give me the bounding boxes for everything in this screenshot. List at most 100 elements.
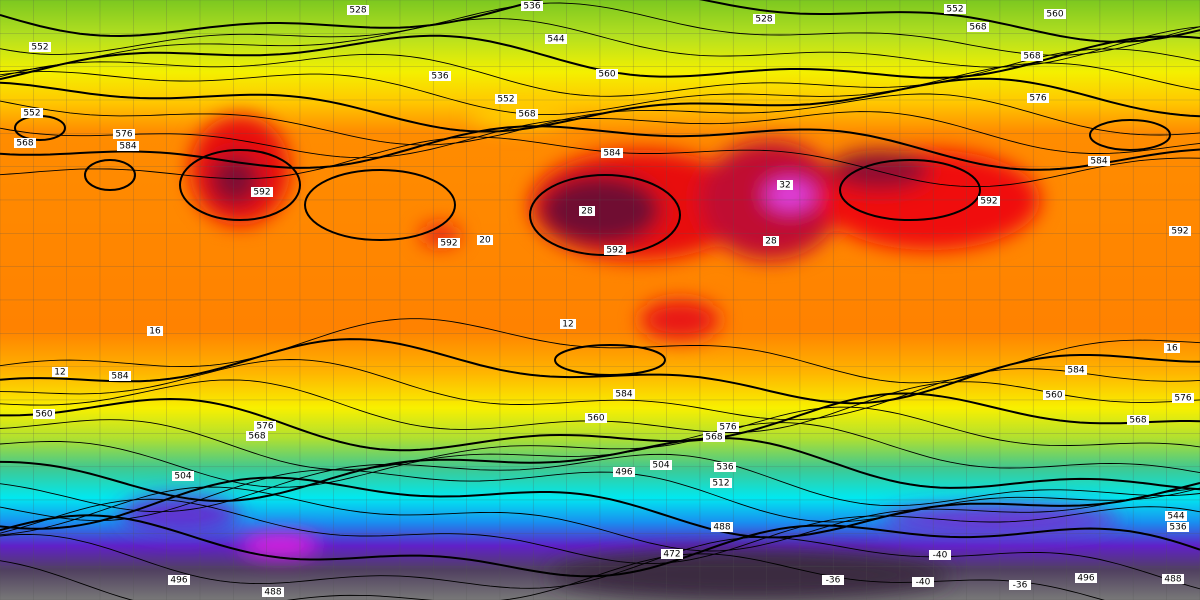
contour-line: [0, 77, 1200, 133]
label-box: [1172, 393, 1194, 403]
contour-line: [0, 93, 1200, 146]
height-label: 568: [1023, 52, 1040, 62]
height-label: 584: [603, 149, 620, 159]
height-label: 576: [1174, 394, 1191, 404]
label-box: [262, 587, 284, 597]
label-box: [438, 238, 460, 248]
height-label: 584: [111, 372, 128, 382]
warm-anomalies: [120, 103, 1120, 600]
label-box: [347, 5, 369, 15]
height-label: 568: [248, 432, 265, 442]
label-box: [604, 245, 626, 255]
height-label: 552: [497, 95, 514, 105]
height-label: 504: [174, 472, 191, 482]
height-label: 592: [606, 246, 623, 256]
closed-contour: [84, 159, 136, 191]
label-box: [703, 432, 725, 442]
height-label: 592: [253, 188, 270, 198]
label-box: [579, 206, 595, 216]
height-label: 552: [23, 109, 40, 119]
label-box: [613, 389, 635, 399]
label-box: [560, 319, 576, 329]
label-box: [1127, 415, 1149, 425]
height-label: 496: [170, 576, 187, 586]
label-box: [1167, 522, 1189, 532]
height-label: 512: [712, 479, 729, 489]
height-label: 592: [440, 239, 457, 249]
height-label: 504: [652, 461, 669, 471]
label-box: [33, 409, 55, 419]
contour-line: [0, 406, 1200, 471]
height-label: 536: [431, 72, 448, 82]
height-label: 552: [31, 43, 48, 53]
height-label: 528: [349, 6, 366, 16]
height-label: 576: [256, 422, 273, 432]
label-box: [1088, 156, 1110, 166]
height-label: 568: [518, 110, 535, 120]
label-box: [52, 367, 68, 377]
contour-line: [0, 111, 1200, 159]
height-label: 576: [719, 423, 736, 433]
label-box: [717, 422, 739, 432]
label-box: [929, 550, 951, 560]
label-box: [601, 148, 623, 158]
label-box: [710, 478, 732, 488]
label-box: [1027, 93, 1049, 103]
label-box: [1009, 580, 1031, 590]
label-box: [661, 549, 683, 559]
label-box: [117, 141, 139, 151]
label-box: [650, 460, 672, 470]
height-label: 560: [587, 414, 604, 424]
label-box: [113, 129, 135, 139]
label-box: [763, 236, 779, 246]
height-label: 536: [716, 463, 733, 473]
label-box: [521, 1, 543, 11]
height-label: 496: [1077, 574, 1094, 584]
height-label: 576: [115, 130, 132, 140]
closed-contour: [839, 159, 981, 221]
label-box: [1162, 574, 1184, 584]
height-label: 568: [969, 23, 986, 33]
contour-line: [0, 136, 1200, 188]
height-label: 544: [1167, 512, 1184, 522]
contour-line: [0, 48, 1200, 97]
temperature-label: -40: [916, 578, 931, 588]
height-label: 568: [16, 139, 33, 149]
contour-line: [0, 2, 1200, 56]
label-box: [714, 462, 736, 472]
label-box: [429, 71, 451, 81]
height-label: 560: [1046, 10, 1063, 20]
temperature-label: 28: [581, 207, 593, 217]
label-box: [147, 326, 163, 336]
label-box: [168, 575, 190, 585]
label-box: [516, 109, 538, 119]
label-box: [1075, 573, 1097, 583]
contour-line: [0, 476, 1200, 539]
height-label: 584: [1067, 366, 1084, 376]
label-box: [109, 371, 131, 381]
contour-line: [0, 0, 1200, 43]
contour-line: [0, 533, 1200, 590]
contour-line: [0, 453, 1200, 513]
contour-line: [0, 469, 1200, 523]
label-box: [978, 196, 1000, 206]
height-label: 488: [264, 588, 281, 598]
closed-contour: [554, 344, 666, 376]
label-box: [545, 34, 567, 44]
height-label: 488: [713, 523, 730, 533]
label-box: [477, 235, 493, 245]
temperature-label: 28: [765, 237, 777, 247]
label-box: [1164, 343, 1180, 353]
label-box: [967, 22, 989, 32]
label-box: [1043, 390, 1065, 400]
label-box: [912, 577, 934, 587]
height-label: 560: [1045, 391, 1062, 401]
temperature-label: 20: [479, 236, 491, 246]
contour-line: [0, 338, 1200, 405]
contour-line: [0, 514, 1200, 578]
contour-line: [0, 498, 1200, 565]
temperature-label: 16: [1166, 344, 1178, 354]
temperature-label: 12: [562, 320, 573, 330]
